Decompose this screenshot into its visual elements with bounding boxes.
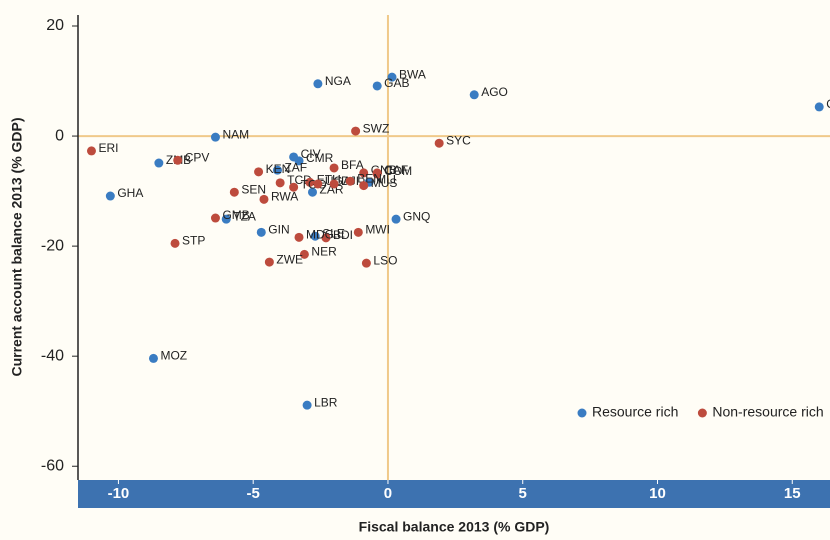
point — [299, 249, 309, 259]
legend-marker — [697, 408, 707, 418]
point — [294, 156, 304, 166]
y-tick-label: -40 — [41, 347, 64, 364]
point-label: CIV — [301, 147, 321, 161]
point — [294, 232, 304, 242]
y-tick-label: 20 — [46, 17, 64, 34]
point — [259, 194, 269, 204]
point-label: CAF — [384, 163, 408, 177]
point — [372, 81, 382, 91]
point-label: COM — [384, 164, 412, 178]
point — [313, 79, 323, 89]
legend-label: Non-resource rich — [712, 404, 823, 420]
point-label: GIN — [268, 223, 289, 237]
y-tick-label: -20 — [41, 237, 64, 254]
legend-marker — [577, 408, 587, 418]
point — [154, 158, 164, 168]
x-tick-label: 0 — [384, 485, 392, 502]
point-label: ERI — [98, 141, 118, 155]
point — [254, 167, 264, 177]
point-label: SYC — [446, 133, 471, 147]
point — [86, 146, 96, 156]
point — [387, 72, 397, 82]
x-tick-label: 10 — [649, 485, 666, 502]
point-label: CPV — [185, 150, 210, 164]
point — [289, 182, 299, 192]
point — [264, 257, 274, 267]
point — [307, 187, 317, 197]
point — [351, 126, 361, 136]
y-tick-label: 0 — [55, 127, 64, 144]
x-tick-label: 15 — [784, 485, 801, 502]
point — [359, 168, 369, 178]
point-label: SWZ — [363, 121, 390, 135]
point — [170, 238, 180, 248]
point-label: AGO — [481, 85, 508, 99]
point — [353, 227, 363, 237]
x-axis-title: Fiscal balance 2013 (% GDP) — [359, 519, 550, 535]
point-label: BWA — [399, 67, 426, 81]
point — [329, 179, 339, 189]
point-label: LBR — [314, 395, 338, 409]
point — [321, 233, 331, 243]
point — [469, 90, 479, 100]
point-label: BDI — [333, 228, 353, 242]
point — [814, 102, 824, 112]
point-label: COG — [826, 97, 830, 111]
point — [229, 187, 239, 197]
point-label: NER — [311, 245, 337, 259]
y-tick-label: -60 — [41, 457, 64, 474]
point — [221, 214, 231, 224]
point-label: CMR — [306, 151, 334, 165]
point-label: LSO — [373, 253, 397, 267]
legend-label: Resource rich — [592, 404, 678, 420]
point-label: GHA — [117, 186, 143, 200]
point-label: GNQ — [403, 209, 430, 223]
point — [359, 181, 369, 191]
point — [256, 227, 266, 237]
point — [105, 191, 115, 201]
point-label: SEN — [241, 182, 266, 196]
point-label: STP — [182, 234, 205, 248]
point — [310, 231, 320, 241]
point — [305, 177, 315, 187]
point-label: RWA — [271, 190, 298, 204]
point-label: MDG — [306, 227, 334, 241]
point — [313, 179, 323, 189]
point-label: MOZ — [160, 349, 187, 363]
point-label: BFA — [341, 158, 364, 172]
point-label: NAM — [222, 127, 249, 141]
point-label: MUS — [371, 176, 398, 190]
y-axis-title: Current account balance 2013 (% GDP) — [9, 117, 25, 376]
point-label: ZWE — [276, 252, 303, 266]
point — [272, 165, 282, 175]
x-tick-label: -5 — [247, 485, 260, 502]
point — [329, 163, 339, 173]
point — [434, 138, 444, 148]
x-tick-label: -10 — [108, 485, 130, 502]
point-label: NGA — [325, 74, 351, 88]
point-label: TZA — [233, 209, 256, 223]
point — [275, 178, 285, 188]
point — [345, 176, 355, 186]
x-tick-label: 5 — [519, 485, 527, 502]
point — [148, 353, 158, 363]
point-label: MWI — [365, 223, 390, 237]
point-label: ZAF — [284, 160, 307, 174]
point — [361, 258, 371, 268]
point — [372, 169, 382, 179]
point — [391, 214, 401, 224]
point — [173, 155, 183, 165]
x-axis-band — [78, 480, 830, 508]
point-label: GMB — [222, 208, 249, 222]
point-label: GAB — [384, 76, 409, 90]
point — [210, 213, 220, 223]
point-label: KEN — [266, 162, 291, 176]
point — [210, 132, 220, 142]
point — [302, 400, 312, 410]
